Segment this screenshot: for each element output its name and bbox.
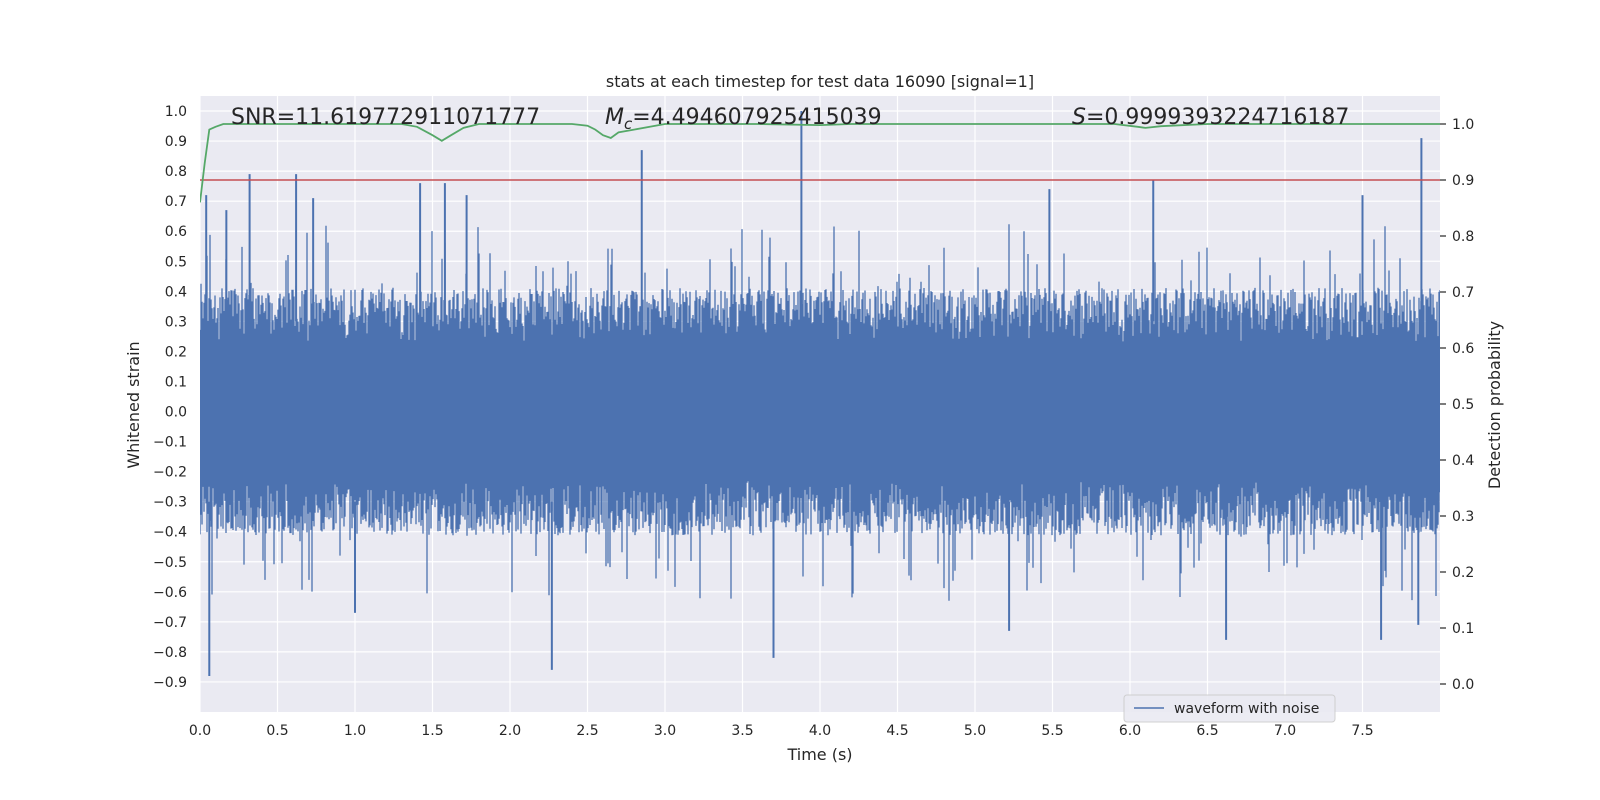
legend-box bbox=[1123, 694, 1336, 723]
x-tick-label: 6.5 bbox=[1196, 723, 1218, 739]
x-tick-label: 2.5 bbox=[576, 723, 598, 739]
x-tick-label: 1.0 bbox=[344, 723, 366, 739]
y-tick-label: 1.0 bbox=[165, 104, 187, 120]
x-tick-label: 5.5 bbox=[1041, 723, 1063, 739]
y-tick-label: 0.2 bbox=[165, 344, 187, 360]
x-tick-label: 4.5 bbox=[886, 723, 908, 739]
y-tick-label: 0.0 bbox=[165, 405, 187, 421]
y-axis-ticks: 1.0 0.9 0.8 0.7 0.6 0.5 0.4 0.3 0.2 0.1 0.0 −0.1 −0.… bbox=[153, 104, 187, 691]
y2-tick-label: 0.7 bbox=[1452, 285, 1474, 301]
y-tick-label: 0.6 bbox=[165, 224, 187, 240]
snr-annotation: SNR=11.619772911071777 bbox=[231, 105, 540, 130]
y2-tick-label: 0.5 bbox=[1452, 397, 1474, 413]
detection-probability-series bbox=[200, 123, 1440, 203]
score-value: =0.9999393224716187 bbox=[1086, 105, 1349, 130]
chart-title: stats at each timestep for test data 160… bbox=[606, 72, 1034, 91]
y-tick-label: −0.6 bbox=[153, 585, 187, 601]
waveform-trace bbox=[200, 224, 1440, 601]
x-tick-label: 0.0 bbox=[189, 723, 211, 739]
y2-tick-label: 0.6 bbox=[1452, 341, 1474, 357]
y-tick-label: 0.1 bbox=[165, 374, 187, 390]
x-tick-label: 0.5 bbox=[266, 723, 288, 739]
probability-line bbox=[200, 123, 1440, 203]
chirp-mass-subscript: c bbox=[624, 115, 633, 133]
x-tick-label: 5.0 bbox=[964, 723, 986, 739]
chirp-mass-symbol: M bbox=[605, 105, 624, 130]
y2-tick-label: 0.9 bbox=[1452, 173, 1474, 189]
y-tick-label: 0.7 bbox=[165, 194, 187, 210]
x-tick-label: 2.0 bbox=[499, 723, 521, 739]
y2-tick-label: 0.0 bbox=[1452, 677, 1474, 693]
x-tick-label: 7.0 bbox=[1274, 723, 1296, 739]
chirp-mass-annotation: Mc=4.494607925415039 bbox=[605, 105, 882, 133]
y-tick-label: −0.2 bbox=[153, 465, 187, 481]
legend-entry-waveform: waveform with noise bbox=[1174, 701, 1319, 717]
y-tick-label: −0.1 bbox=[153, 435, 187, 451]
y-tick-label: 0.5 bbox=[165, 254, 187, 270]
x-tick-label: 1.5 bbox=[421, 723, 443, 739]
x-tick-label: 7.5 bbox=[1351, 723, 1373, 739]
y2-tick-label: 1.0 bbox=[1452, 117, 1474, 133]
x-tick-label: 3.0 bbox=[654, 723, 676, 739]
y-tick-label: −0.7 bbox=[153, 615, 187, 631]
y-tick-label: 0.3 bbox=[165, 314, 187, 330]
y-tick-label: −0.4 bbox=[153, 525, 187, 541]
y-tick-label: 0.4 bbox=[165, 284, 187, 300]
y-axis-label: Whitened strain bbox=[124, 341, 143, 468]
y-tick-label: 0.8 bbox=[165, 164, 187, 180]
y-tick-label: 0.9 bbox=[165, 134, 187, 150]
y-tick-label: −0.3 bbox=[153, 495, 187, 511]
legend: waveform with noise bbox=[1123, 694, 1336, 723]
y2-tick-label: 0.1 bbox=[1452, 621, 1474, 637]
x-axis-ticks: 0.0 0.5 1.0 1.5 2.0 2.5 3.0 3.5 4.0 4.5 5.0 5.5 6.0 6… bbox=[189, 723, 1374, 739]
y2-tick-label: 0.3 bbox=[1452, 509, 1474, 525]
y-tick-label: −0.9 bbox=[153, 675, 187, 691]
waveform-series bbox=[200, 111, 1440, 676]
y2-axis-ticks: 1.0 0.9 0.8 0.7 0.6 0.5 0.4 0.3 0.2 0.1 0.0 bbox=[1440, 117, 1474, 693]
y2-tick-label: 0.8 bbox=[1452, 229, 1474, 245]
y2-axis-label: Detection probability bbox=[1485, 321, 1504, 489]
y-tick-label: −0.5 bbox=[153, 555, 187, 571]
y-tick-label: −0.8 bbox=[153, 645, 187, 661]
score-annotation: S=0.9999393224716187 bbox=[1072, 105, 1349, 130]
x-axis-label: Time (s) bbox=[786, 745, 852, 764]
x-tick-label: 3.5 bbox=[731, 723, 753, 739]
chirp-mass-value: =4.494607925415039 bbox=[632, 105, 881, 130]
y2-tick-label: 0.2 bbox=[1452, 565, 1474, 581]
x-tick-label: 6.0 bbox=[1119, 723, 1141, 739]
x-tick-label: 4.0 bbox=[809, 723, 831, 739]
score-symbol: S bbox=[1072, 105, 1086, 130]
y2-tick-label: 0.4 bbox=[1452, 453, 1474, 469]
